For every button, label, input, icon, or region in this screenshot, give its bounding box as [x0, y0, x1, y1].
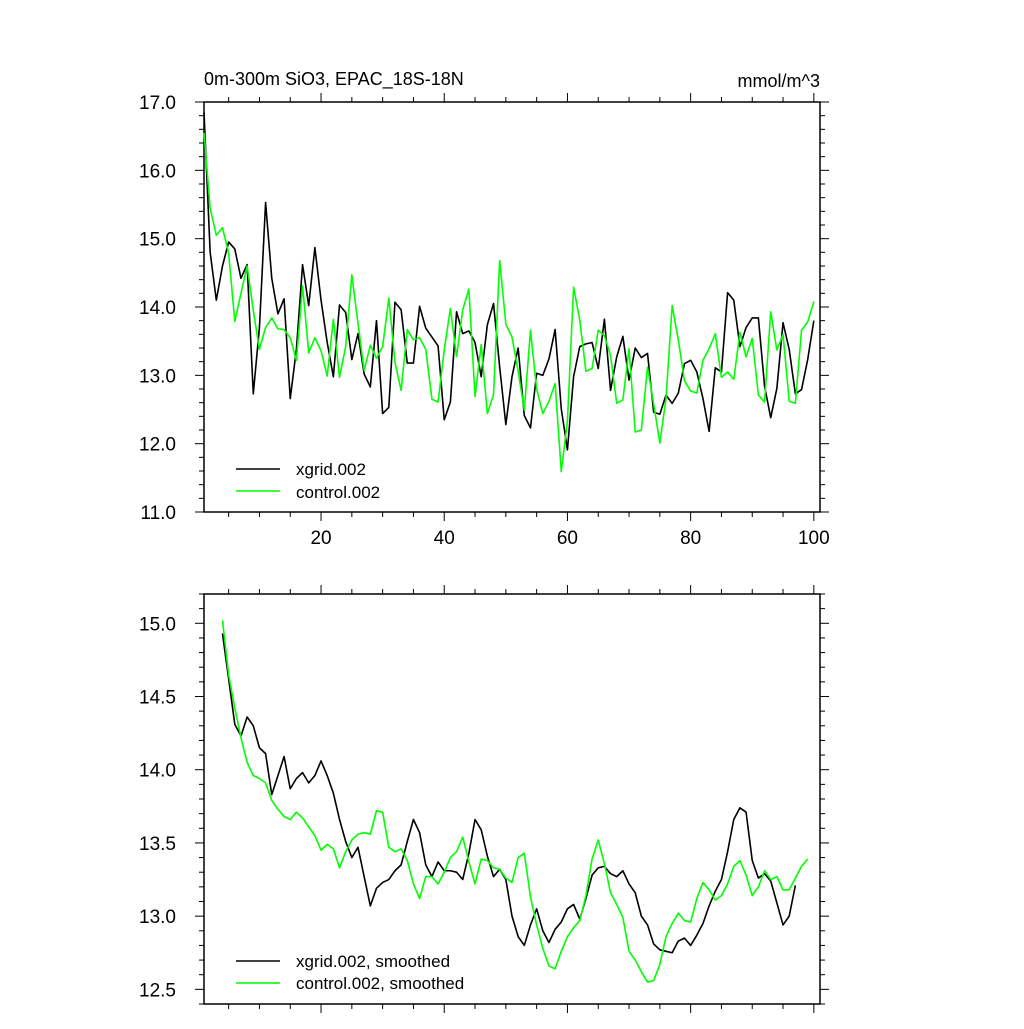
x-tick-label: 60 — [557, 528, 578, 549]
y-tick-label: 13.5 — [139, 834, 176, 855]
series-line-control-002-smoothed — [221, 620, 809, 983]
y-tick-label: 15.0 — [139, 230, 176, 251]
legend-label-control-smoothed: control.002, smoothed — [296, 974, 464, 993]
y-tick-label: 12.0 — [139, 435, 176, 456]
data-series — [221, 620, 809, 983]
x-tick-label: 80 — [680, 528, 701, 549]
y-tick-label: 13.0 — [139, 366, 176, 387]
y-tick-label: 11.0 — [140, 503, 176, 524]
y-tick-label: 14.0 — [139, 761, 176, 782]
top-panel: 0m-300m SiO3, EPAC_18S-18N mmol/m^3 11.0… — [139, 69, 830, 549]
plot-frame — [203, 101, 821, 513]
axis-ticks — [195, 93, 829, 521]
x-tick-label: 100 — [798, 528, 830, 549]
legend-label-xgrid-smoothed: xgrid.002, smoothed — [296, 952, 450, 971]
series-line-control-002 — [203, 132, 815, 473]
legend-label-xgrid: xgrid.002 — [296, 460, 366, 479]
y-tick-label: 13.0 — [139, 907, 176, 928]
legend-label-control: control.002 — [296, 483, 380, 502]
y-tick-label: 12.5 — [139, 980, 176, 1001]
y-tick-label: 15.0 — [139, 614, 176, 635]
x-tick-label: 20 — [310, 528, 331, 549]
y-tick-label: 16.0 — [139, 161, 176, 182]
x-tick-labels: 20 40 60 80 100 — [310, 528, 829, 549]
bottom-panel: 12.5 13.0 13.5 14.0 14.5 15.0 xgrid.002, smoo… — [139, 585, 829, 1013]
y-tick-label: 17.0 — [139, 93, 176, 114]
y-tick-labels: 12.5 13.0 13.5 14.0 14.5 15.0 — [139, 614, 176, 1001]
chart-title: 0m-300m SiO3, EPAC_18S-18N — [204, 69, 464, 90]
y-tick-label: 14.0 — [139, 298, 176, 319]
plot-frame — [203, 593, 821, 1005]
legend: xgrid.002 control.002 — [236, 460, 380, 502]
legend: xgrid.002, smoothed control.002, smoothe… — [236, 952, 464, 993]
y-tick-label: 14.5 — [139, 688, 176, 709]
axis-ticks — [195, 585, 829, 1013]
data-series — [203, 112, 815, 473]
series-line-xgrid-002 — [203, 112, 815, 451]
y-tick-labels: 11.0 12.0 13.0 14.0 15.0 16.0 17.0 — [139, 93, 176, 524]
x-tick-label: 40 — [434, 528, 455, 549]
units-label: mmol/m^3 — [738, 71, 820, 91]
series-line-xgrid-002-smoothed — [221, 633, 797, 954]
